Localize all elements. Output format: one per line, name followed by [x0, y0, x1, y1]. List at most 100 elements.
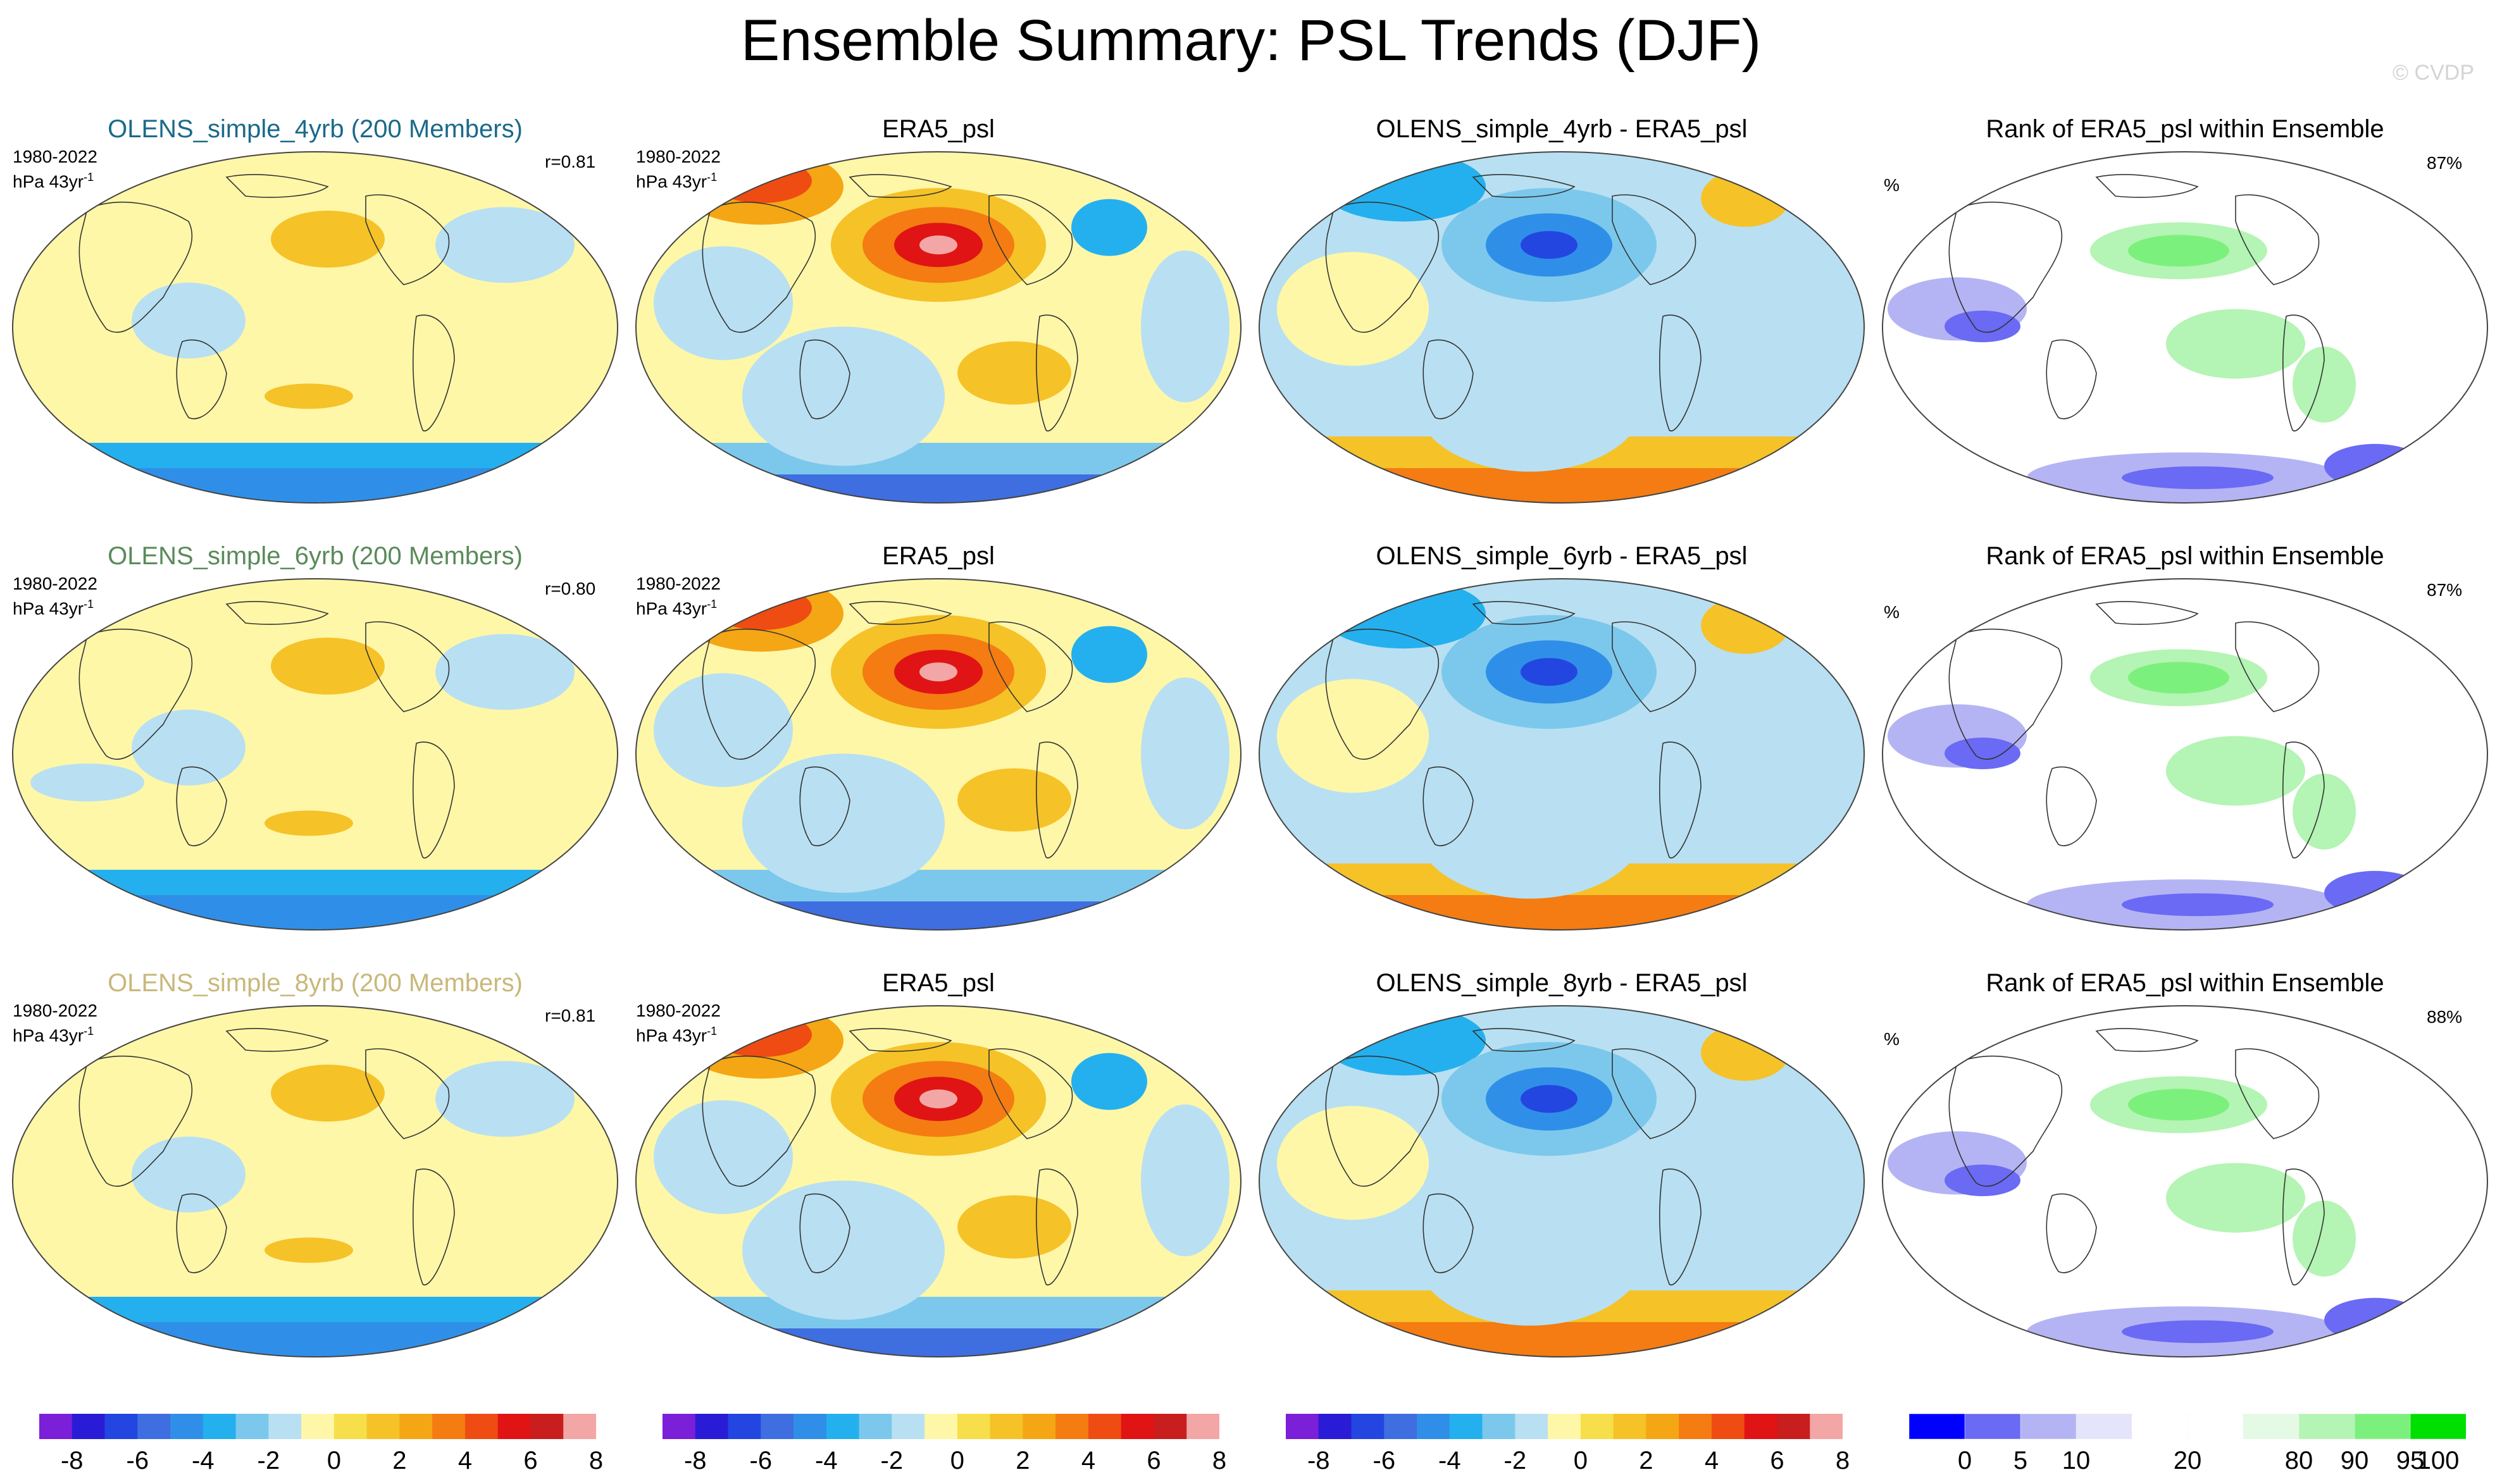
colorbar-tick-label: 5 [2013, 1447, 2028, 1475]
field-contour [2324, 1297, 2425, 1342]
coastline [2046, 339, 2097, 419]
field-contour [1945, 738, 2020, 769]
colorbar-swatch [2131, 1414, 2188, 1439]
field-contour [1141, 250, 1229, 402]
field-contour [2324, 870, 2425, 915]
map-outline [1259, 578, 1865, 931]
units-text: hPa 43yr [636, 598, 707, 619]
coastline [1472, 1028, 1576, 1052]
colorbar-tick-label: 8 [1212, 1447, 1227, 1475]
field-contour [2394, 1028, 2432, 1054]
field-contour [2166, 309, 2305, 379]
period-label: 1980-2022 [636, 574, 721, 593]
field-contour [132, 282, 246, 359]
era5-map [635, 1005, 1242, 1357]
colorbar-swatch [1351, 1414, 1385, 1439]
ensemble-panel-title: OLENS_simple_8yrb (200 Members) [108, 969, 523, 997]
ensemble-mean-map [12, 578, 618, 931]
coastline [365, 621, 450, 712]
colorbar-swatch [366, 1414, 400, 1439]
colorbar-swatch [1482, 1414, 1516, 1439]
coastline [988, 1048, 1073, 1139]
coastline [1472, 601, 1576, 625]
field-contour [1416, 759, 1644, 899]
coastline [2235, 1048, 2320, 1139]
colorbar-tick-label: 90 [2340, 1447, 2369, 1475]
colorbar-swatch [2020, 1414, 2077, 1439]
coastline [225, 174, 329, 198]
units-label: hPa 43yr-1 [636, 167, 717, 192]
units-text: hPa 43yr [13, 598, 84, 619]
colorbar-tick-label: 95 [2396, 1447, 2425, 1475]
colorbar-tick-label: -8 [1307, 1447, 1330, 1475]
coastline [702, 628, 816, 760]
coastline [176, 339, 227, 419]
period-label: 1980-2022 [13, 147, 97, 166]
coastline [1659, 741, 1702, 859]
field-contour [2128, 235, 2229, 267]
field-contour [1521, 1085, 1578, 1113]
colorbar-swatch [170, 1414, 204, 1439]
coastline [1035, 1168, 1078, 1286]
colorbar-tick-label: 8 [588, 1447, 604, 1475]
colorbar-swatch [1121, 1414, 1154, 1439]
colorbar-swatch [1417, 1414, 1450, 1439]
percent-symbol: % [1884, 602, 1900, 622]
field-contour [654, 246, 793, 361]
colorbar-swatch [333, 1414, 368, 1439]
rank-map [1882, 1005, 2488, 1357]
rank-percent-label: 87% [2427, 153, 2463, 173]
rank-panel-title: Rank of ERA5_psl within Ensemble [1986, 115, 2384, 143]
field-contour [1141, 677, 1229, 829]
diff-panel-title: OLENS_simple_8yrb - ERA5_psl [1376, 969, 1748, 997]
coastline [176, 766, 227, 846]
field-contour [1669, 269, 1808, 383]
trend-colorbar [1286, 1414, 1843, 1439]
field-contour [1071, 1053, 1147, 1110]
colorbar-tick-label: -8 [60, 1447, 84, 1475]
coastline [78, 1055, 193, 1187]
colorbar-tick-label: -4 [815, 1447, 838, 1475]
obs-panel-title: ERA5_psl [882, 542, 995, 570]
coastline [1948, 201, 2063, 333]
coastline [365, 1048, 450, 1139]
colorbar-swatch [72, 1414, 106, 1439]
field-contour [265, 810, 353, 836]
field-contour [132, 709, 246, 786]
rank-map [1882, 578, 2488, 931]
field-contour [957, 341, 1071, 405]
colorbar-swatch [1055, 1414, 1089, 1439]
coastline [849, 601, 952, 625]
field-contour [1277, 679, 1429, 793]
coastline [78, 628, 193, 760]
field-contour [1945, 311, 2020, 342]
colorbar-tick-label: -8 [683, 1447, 707, 1475]
field-contour [919, 235, 957, 255]
field-contour [435, 1061, 575, 1137]
period-label: 1980-2022 [636, 1001, 721, 1020]
colorbar-tick-label: 6 [523, 1447, 538, 1475]
field-contour [1521, 231, 1578, 259]
colorbar-swatch [1744, 1414, 1777, 1439]
field-contour [1416, 1186, 1644, 1326]
colorbar-swatch [137, 1414, 171, 1439]
field-contour [2166, 736, 2305, 806]
coastline [2095, 601, 2199, 625]
coastline [1612, 1048, 1696, 1139]
units-exponent: -1 [707, 171, 718, 183]
units-label: hPa 43yr-1 [636, 594, 717, 619]
map-outline [12, 151, 618, 504]
diff-panel-title: OLENS_simple_6yrb - ERA5_psl [1376, 542, 1748, 570]
rank-panel-title: Rank of ERA5_psl within Ensemble [1986, 969, 2384, 997]
colorbar-tick-label: -2 [880, 1447, 904, 1475]
colorbar-swatch [1154, 1414, 1187, 1439]
map-outline [1882, 151, 2488, 504]
colorbar-swatch [1088, 1414, 1122, 1439]
coastline [2046, 1193, 2097, 1273]
colorbar-swatch [1286, 1414, 1319, 1439]
units-label: hPa 43yr-1 [13, 594, 94, 619]
field-contour [1277, 252, 1429, 366]
colorbar-swatch [663, 1414, 696, 1439]
rank-colorbar [1909, 1414, 2466, 1439]
coastline [849, 174, 952, 198]
